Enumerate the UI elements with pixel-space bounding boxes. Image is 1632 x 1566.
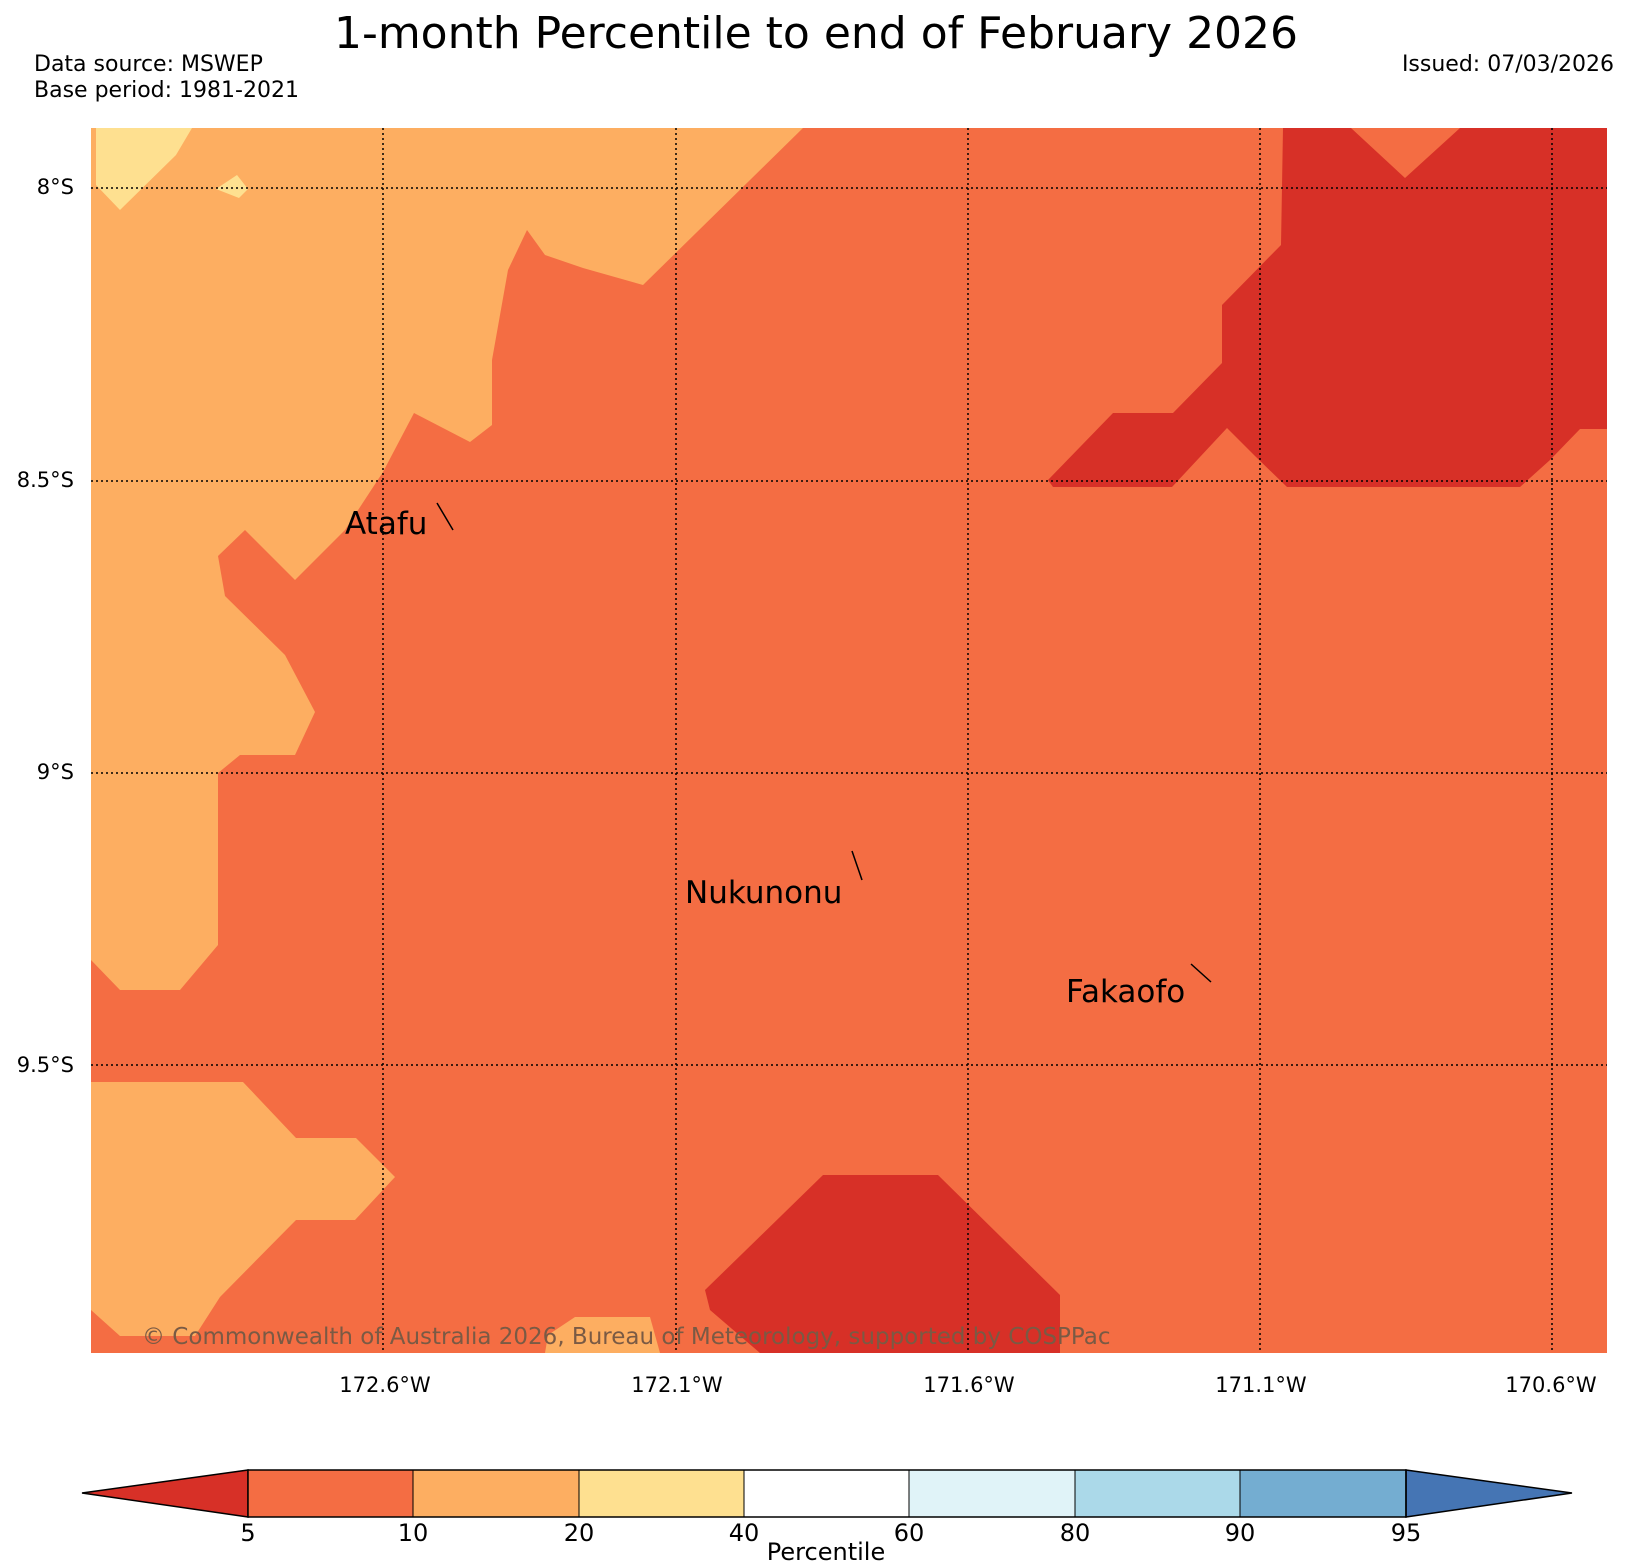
lat-label-9-5S: 9.5°S <box>16 1053 74 1077</box>
lon-label-172-6W: 172.6°W <box>339 1373 431 1397</box>
copyright-notice: © Commonwealth of Australia 2026, Bureau… <box>142 1324 1111 1350</box>
colorbar-band-40-60 <box>744 1470 909 1517</box>
lon-label-171-1W: 171.1°W <box>1215 1373 1307 1397</box>
place-label-fakaofo: Fakaofo <box>1066 974 1186 1010</box>
colorbar-dividers <box>412 1470 1241 1517</box>
colorbar-tick-60: 60 <box>893 1519 925 1547</box>
base-period-text: Base period: 1981-2021 <box>34 78 299 103</box>
atafu-marker <box>436 502 454 531</box>
metadata-left: Data source: MSWEP Base period: 1981-202… <box>34 52 299 104</box>
colorbar-band-80-90 <box>1075 1470 1240 1517</box>
lon-label-170-6W: 170.6°W <box>1505 1373 1597 1397</box>
map-area-below5-south <box>705 1175 1060 1353</box>
colorbar-tick-40: 40 <box>728 1519 760 1547</box>
lon-label-171-6W: 171.6°W <box>923 1373 1015 1397</box>
map-area-10-20-southwest <box>91 1082 395 1336</box>
colorbar-band-5-10 <box>248 1470 413 1517</box>
lat-label-9S: 9°S <box>36 760 74 784</box>
map-area-20-40-northwest <box>96 128 192 210</box>
colorbar-tick-10: 10 <box>397 1519 429 1547</box>
lat-label-8-5S: 8.5°S <box>16 468 74 492</box>
colorbar-band-20-40 <box>579 1470 744 1517</box>
colorbar-tick-5: 5 <box>240 1519 256 1547</box>
nukunonu-marker <box>851 850 863 881</box>
colorbar-band-60-80 <box>909 1470 1075 1517</box>
colorbar-title: Percentile <box>766 1538 886 1566</box>
colorbar <box>81 1469 1573 1518</box>
fakaofo-marker <box>1190 963 1212 983</box>
colorbar-tick-95: 95 <box>1390 1519 1422 1547</box>
colorbar-extend-low <box>81 1469 249 1518</box>
graticule <box>91 128 1607 1353</box>
colorbar-tick-20: 20 <box>563 1519 595 1547</box>
issued-date-text: Issued: 07/03/2026 <box>1401 52 1614 77</box>
data-source-text: Data source: MSWEP <box>34 52 263 77</box>
map-area-10-20-northwest <box>91 128 803 990</box>
colorbar-extend-high <box>1405 1469 1573 1518</box>
map-area-20-40-islet <box>216 175 248 198</box>
colorbar-tick-80: 80 <box>1059 1519 1091 1547</box>
colorbar-tick-90: 90 <box>1224 1519 1256 1547</box>
place-label-atafu: Atafu <box>345 506 428 542</box>
colorbar-band-10-20 <box>413 1470 579 1517</box>
colorbar-band-90-95 <box>1240 1470 1406 1517</box>
colorbar-outline <box>247 1469 1407 1518</box>
place-label-nukunonu: Nukunonu <box>685 875 843 911</box>
map-title: 1-month Percentile to end of February 20… <box>333 8 1299 59</box>
lon-label-172-1W: 172.1°W <box>631 1373 723 1397</box>
map-area-10-20-south <box>545 1317 660 1353</box>
map-area-below5-northeast <box>1048 128 1607 487</box>
lat-label-8S: 8°S <box>36 175 74 199</box>
